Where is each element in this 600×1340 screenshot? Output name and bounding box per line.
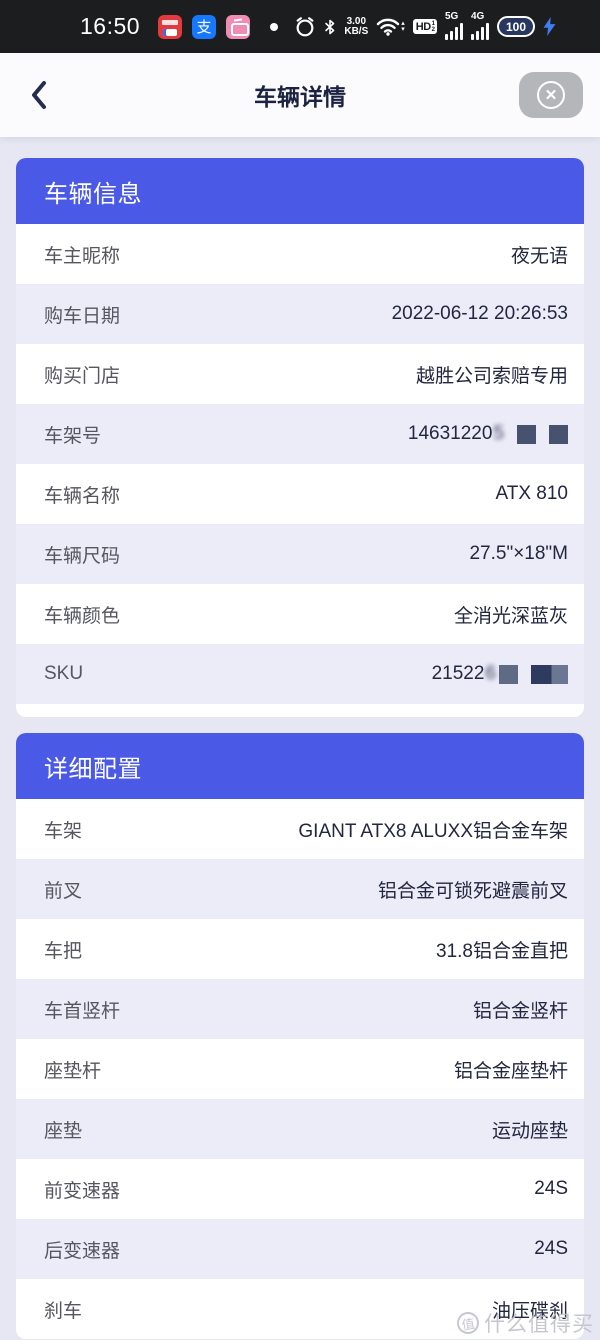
detail-row: 座垫杆 铝合金座垫杆 [16, 1039, 584, 1099]
row-value: 铝合金可锁死避震前叉 [377, 880, 568, 902]
close-icon: ✕ [537, 81, 565, 109]
sim1-network-label: 5G [445, 10, 459, 22]
row-label: 购买门店 [44, 365, 121, 387]
detail-row: 后变速器 24S [16, 1219, 584, 1279]
detail-row: 车主昵称 夜无语 [16, 224, 584, 284]
detail-row: 车架 GIANT ATX8 ALUXX铝合金车架 [16, 799, 584, 859]
blurred-text: 6 [485, 663, 496, 684]
detail-row: 前叉 铝合金可锁死避震前叉 [16, 859, 584, 919]
row-value: 铝合金竖杆 [472, 1000, 568, 1022]
volte-sim1: 1 [431, 20, 435, 27]
network-speed: 3.00 KB/S [344, 15, 369, 37]
chevron-left-icon [32, 81, 46, 109]
signal-4g-icon: 4G [471, 10, 489, 40]
row-label: 刹车 [44, 1300, 83, 1322]
redaction-block [499, 664, 518, 684]
notification-dot [270, 22, 279, 31]
row-label: 车架 [44, 820, 83, 842]
nav-bar: 车辆详情 ✕ [0, 53, 600, 137]
volte-sim2: 2 [431, 26, 435, 33]
notification-icons: 支 [158, 14, 279, 39]
detail-config-rows: 车架 GIANT ATX8 ALUXX铝合金车架前叉 铝合金可锁死避震前叉车把 31.… [16, 799, 584, 1339]
charging-bolt-icon [543, 17, 556, 36]
row-value: 31.8铝合金直把 [436, 940, 568, 962]
row-label: 前叉 [44, 880, 83, 902]
row-value: ATX 810 [495, 483, 568, 504]
row-value: 21522 6 [432, 663, 568, 685]
clock-time: 16:50 [80, 13, 141, 39]
pink-app-icon [226, 14, 251, 39]
red-app-icon [158, 14, 183, 39]
row-label: 车辆尺码 [44, 545, 121, 567]
card-title: 详细配置 [16, 733, 584, 799]
status-bar: 16:50 支 3.00 KB/S ▴ ▾ HD [0, 0, 600, 53]
row-value: 越胜公司索赔专用 [415, 365, 568, 387]
row-value: 2022-06-12 20:26:53 [391, 303, 568, 324]
redaction-block [549, 424, 568, 444]
detail-row: 购买门店 越胜公司索赔专用 [16, 344, 584, 404]
row-label: 车架号 [44, 425, 102, 447]
row-value: 14631220 5 [408, 423, 568, 445]
row-value: 全消光深蓝灰 [453, 605, 568, 627]
network-speed-unit: KB/S [344, 25, 369, 37]
row-label: 车把 [44, 940, 83, 962]
back-button[interactable] [30, 78, 60, 112]
battery-level: 100 [505, 19, 527, 34]
detail-row: 刹车 油压碟刹 [16, 1279, 584, 1339]
status-indicators: 3.00 KB/S ▴ ▾ HD 1 2 5G 4G [294, 10, 556, 40]
row-value: 24S [534, 1178, 568, 1199]
sim2-network-label: 4G [471, 10, 485, 22]
detail-config-card: 详细配置 车架 GIANT ATX8 ALUXX铝合金车架前叉 铝合金可锁死避震前叉… [16, 733, 584, 1339]
page-title: 车辆详情 [254, 84, 346, 110]
bluetooth-icon [325, 19, 335, 34]
close-button[interactable]: ✕ [519, 72, 583, 118]
page-content: 车辆信息 车主昵称 夜无语购车日期 2022-06-12 20:26:53 购买门店 越… [0, 137, 600, 1339]
row-value: 27.5"×18"M [469, 543, 568, 564]
alarm-clock-icon [296, 16, 314, 36]
redaction-block [517, 424, 536, 444]
row-value: 运动座垫 [491, 1120, 568, 1142]
row-label: 后变速器 [44, 1240, 121, 1262]
wifi-traffic-arrows: ▴ ▾ [401, 19, 405, 33]
row-label: 车辆名称 [44, 485, 121, 507]
detail-row: 车架号 14631220 5 [16, 404, 584, 464]
row-label: 车辆颜色 [44, 605, 121, 627]
row-value: GIANT ATX8 ALUXX铝合金车架 [298, 820, 568, 842]
volte-label: HD [415, 20, 431, 33]
row-value: 铝合金座垫杆 [453, 1060, 568, 1082]
detail-row: 车辆名称 ATX 810 [16, 464, 584, 524]
vehicle-info-card: 车辆信息 车主昵称 夜无语购车日期 2022-06-12 20:26:53 购买门店 越… [16, 158, 584, 717]
signal-5g-icon: 5G [445, 10, 463, 40]
detail-row: 车辆尺码 27.5"×18"M [16, 524, 584, 584]
blurred-text: 5 [493, 423, 504, 444]
detail-row: SKU 21522 6 [16, 644, 584, 704]
row-label: SKU [44, 663, 84, 684]
card-title: 车辆信息 [16, 158, 584, 224]
row-label: 前变速器 [44, 1180, 121, 1202]
detail-row: 车首竖杆 铝合金竖杆 [16, 979, 584, 1039]
volte-hd-icon: HD 1 2 [412, 19, 437, 34]
detail-row: 车把 31.8铝合金直把 [16, 919, 584, 979]
detail-row: 购车日期 2022-06-12 20:26:53 [16, 284, 584, 344]
alipay-app-icon: 支 [192, 14, 217, 39]
detail-row: 前变速器 24S [16, 1159, 584, 1219]
detail-row: 座垫 运动座垫 [16, 1099, 584, 1159]
detail-row: 车辆颜色 全消光深蓝灰 [16, 584, 584, 644]
battery-icon: 100 [497, 16, 535, 37]
wifi-icon: ▴ ▾ [376, 17, 405, 36]
row-label: 车主昵称 [44, 245, 121, 267]
row-label: 座垫 [44, 1120, 83, 1142]
vehicle-info-rows: 车主昵称 夜无语购车日期 2022-06-12 20:26:53 购买门店 越胜公司索赔… [16, 224, 584, 704]
row-label: 座垫杆 [44, 1060, 102, 1082]
row-value: 夜无语 [510, 245, 568, 267]
row-value: 油压碟刹 [491, 1300, 568, 1322]
redaction-block [531, 664, 568, 684]
card-footer [16, 704, 584, 717]
row-label: 购车日期 [44, 305, 121, 327]
network-speed-value: 3.00 [346, 15, 367, 27]
row-value: 24S [534, 1238, 568, 1259]
row-label: 车首竖杆 [44, 1000, 121, 1022]
